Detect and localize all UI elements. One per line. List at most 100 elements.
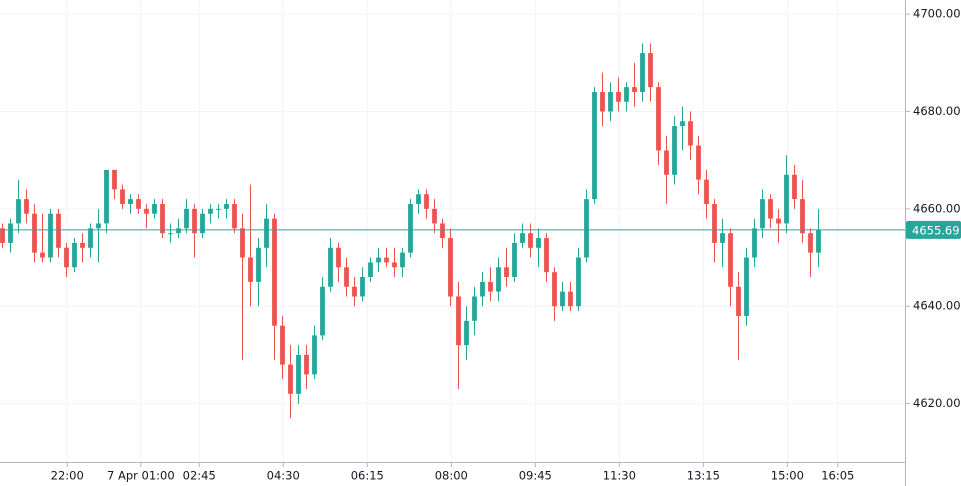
- candle-body: [344, 267, 349, 287]
- candle-body: [0, 228, 5, 243]
- last-price-tag: [906, 220, 961, 239]
- candle-body: [296, 354, 301, 394]
- x-tick-label: 06:15: [351, 469, 384, 483]
- candle-body: [184, 208, 189, 229]
- candle-body: [496, 267, 501, 292]
- candle-body: [680, 121, 685, 127]
- candle-body: [160, 203, 165, 234]
- y-tick-label: 4640.00: [913, 299, 961, 313]
- axis-labels: 4620.00 4640.00 4660.00 4680.00 4700.00 22:00…: [51, 7, 961, 483]
- candle-body: [640, 53, 645, 93]
- candle-body: [272, 218, 277, 326]
- candle-body: [568, 291, 573, 307]
- grid: [0, 0, 905, 462]
- x-tick-label: 04:30: [267, 469, 300, 483]
- candle-body: [720, 233, 725, 243]
- y-tick-label: 4620.00: [913, 396, 961, 410]
- candle-body: [456, 296, 461, 346]
- candle-body: [696, 145, 701, 180]
- candle-body: [104, 169, 109, 224]
- x-tick-label: 02:45: [183, 469, 216, 483]
- candle-body: [504, 267, 509, 278]
- candle-body: [576, 257, 581, 307]
- candle-body: [624, 87, 629, 102]
- candle-body: [608, 92, 613, 112]
- x-tick-label: 08:00: [435, 469, 468, 483]
- y-tick-label: 4700.00: [913, 7, 961, 21]
- candle-body: [24, 199, 29, 214]
- candle-body: [136, 199, 141, 209]
- candle-body: [752, 228, 757, 258]
- candle-body: [760, 199, 765, 229]
- candle-body: [40, 252, 45, 258]
- candle-body: [264, 218, 269, 248]
- candle-body: [320, 286, 325, 336]
- candle-body: [688, 121, 693, 146]
- candle-body: [440, 223, 445, 239]
- candle-body: [16, 199, 21, 224]
- x-tick-label: 22:00: [51, 469, 84, 483]
- candle-body: [424, 194, 429, 209]
- candle-body: [664, 150, 669, 175]
- candle-body: [816, 229, 821, 253]
- candle-body: [408, 203, 413, 253]
- candle-body: [48, 213, 53, 258]
- x-tick-label: 7 Apr 01:00: [107, 469, 175, 483]
- candle-body: [728, 233, 733, 287]
- candle-body: [144, 208, 149, 214]
- candle-body: [736, 286, 741, 316]
- candle-body: [656, 87, 661, 151]
- candle-body: [120, 189, 125, 204]
- candle-body: [648, 53, 653, 88]
- candle-body: [584, 199, 589, 258]
- candle-body: [304, 354, 309, 375]
- y-tick-label: 4680.00: [913, 104, 961, 118]
- candle-body: [176, 228, 181, 234]
- x-tick-label: 09:45: [519, 469, 552, 483]
- candle-body: [240, 228, 245, 258]
- candle-body: [232, 203, 237, 229]
- candle-body: [800, 199, 805, 234]
- last-price-label: 4655.69: [912, 223, 960, 237]
- candle-body: [416, 194, 421, 204]
- candle-body: [784, 174, 789, 224]
- candle-body: [792, 174, 797, 200]
- candle-body: [368, 262, 373, 278]
- candle-body: [8, 223, 13, 243]
- candle-body: [472, 296, 477, 321]
- candle-body: [768, 199, 773, 219]
- candle-body: [128, 199, 133, 204]
- candle-body: [88, 228, 93, 248]
- candle-body: [96, 223, 101, 229]
- candle-body: [288, 364, 293, 394]
- candle-body: [312, 335, 317, 375]
- y-tick-label: 4660.00: [913, 201, 961, 215]
- candle-body: [392, 262, 397, 268]
- candle-body: [552, 272, 557, 307]
- candle-body: [216, 208, 221, 210]
- candle-body: [336, 247, 341, 268]
- x-tick-label: 15:00: [771, 469, 804, 483]
- candle-body: [360, 277, 365, 297]
- candle-body: [488, 281, 493, 292]
- candle-body: [480, 281, 485, 297]
- candle-body: [744, 257, 749, 316]
- candle-body: [536, 238, 541, 248]
- candle-body: [200, 213, 205, 234]
- candle-body: [208, 208, 213, 214]
- candle-body: [776, 218, 781, 224]
- candle-body: [560, 291, 565, 307]
- candle-body: [432, 208, 437, 224]
- candle-body: [528, 233, 533, 248]
- candle-body: [72, 242, 77, 268]
- candle-body: [32, 213, 37, 253]
- candle-body: [600, 92, 605, 112]
- candle-body: [544, 238, 549, 273]
- candle-body: [168, 233, 173, 235]
- candle-body: [280, 325, 285, 365]
- candle-body: [464, 320, 469, 346]
- candle-body: [632, 87, 637, 93]
- candle-body: [400, 252, 405, 268]
